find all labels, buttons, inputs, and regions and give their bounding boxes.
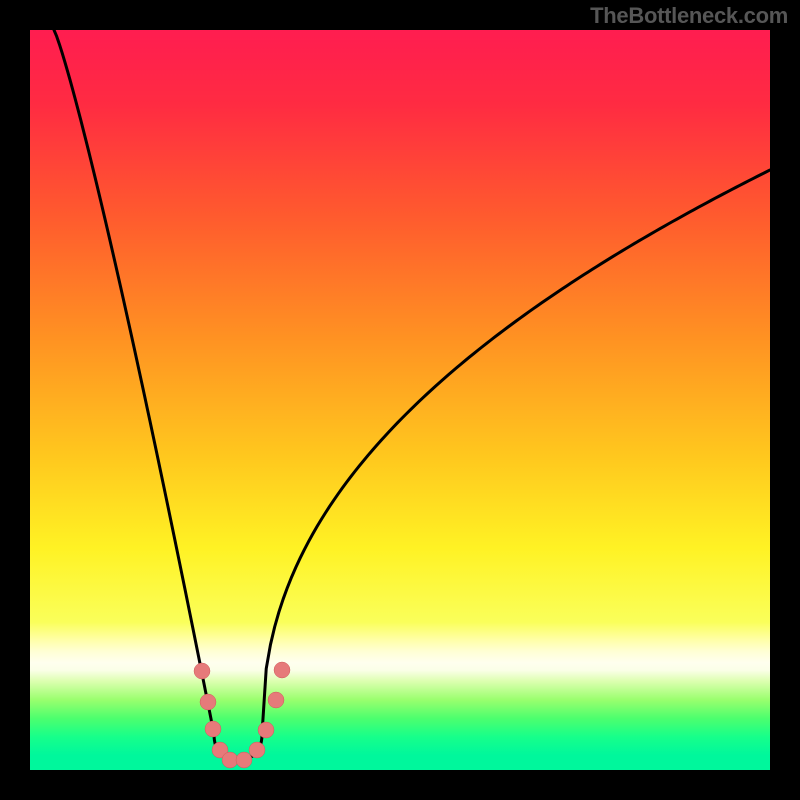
curve-marker — [222, 752, 238, 768]
chart-frame: TheBottleneck.com — [0, 0, 800, 800]
curve-marker — [274, 662, 290, 678]
curve-marker — [200, 694, 216, 710]
curve-marker — [236, 752, 252, 768]
curve-marker — [205, 721, 221, 737]
curve-marker — [249, 742, 265, 758]
curve-marker — [258, 722, 274, 738]
heat-background — [30, 30, 770, 770]
curve-marker — [194, 663, 210, 679]
watermark-text: TheBottleneck.com — [590, 3, 788, 29]
plot-area — [30, 30, 770, 770]
curve-marker — [268, 692, 284, 708]
bottleneck-chart — [30, 30, 770, 770]
